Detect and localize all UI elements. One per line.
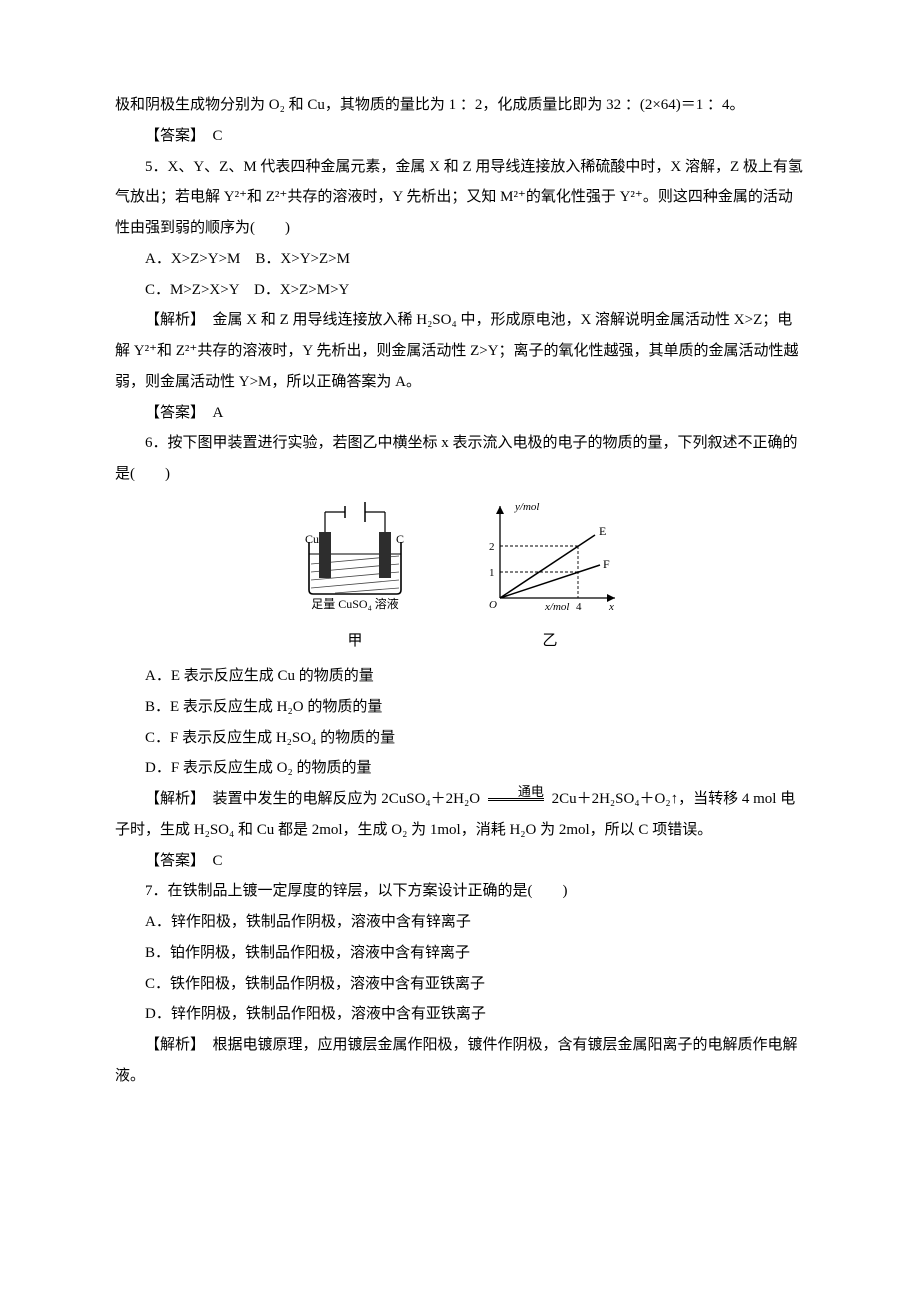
q6-stem: 6．按下图甲装置进行实验，若图乙中横坐标 x 表示流入电极的电子的物质的量，下列… xyxy=(115,428,805,490)
label-O: O xyxy=(489,599,497,611)
q6-figure-left: Cu C 足量 CuSO₄ 溶液 甲 xyxy=(295,498,415,657)
q5-analysis: 【解析】 金属 X 和 Z 用导线连接放入稀 H₂SO₄ 中，形成原电池，X 溶… xyxy=(115,305,805,397)
fig-left-caption: 甲 xyxy=(295,626,415,657)
q5-row-cd: C．M>Z>X>Y D．X>Z>M>Y xyxy=(115,275,805,306)
q6-stem-text: 6．按下图甲装置进行实验，若图乙中横坐标 x 表示流入电极的电子的物质的量，下列… xyxy=(115,435,798,482)
q5-option-d: D．X>Z>M>Y xyxy=(254,282,349,298)
q4-answer: 【答案】 C xyxy=(115,121,805,152)
q6-option-c: C．F 表示反应生成 H₂SO₄ 的物质的量 xyxy=(115,723,805,754)
q7-analysis: 【解析】 根据电镀原理，应用镀层金属作阳极，镀件作阴极，含有镀层金属阳离子的电解… xyxy=(115,1030,805,1092)
q5-option-b: B．X>Y>Z>M xyxy=(255,251,350,267)
q6-figure-right: y/mol x x/mol 4 2 1 E F O 乙 xyxy=(475,498,625,657)
q5-option-c: C．M>Z>X>Y xyxy=(145,282,239,298)
q5-option-a: A．X>Z>Y>M xyxy=(145,251,240,267)
fig-right-caption: 乙 xyxy=(475,626,625,657)
electrolysis-arrow: 通电 xyxy=(488,785,544,814)
label-c: C xyxy=(396,532,404,546)
q6-answer: 【答案】 C xyxy=(115,846,805,877)
tick-4: 4 xyxy=(576,601,582,613)
q6-option-b: B．E 表示反应生成 H₂O 的物质的量 xyxy=(115,692,805,723)
q7-stem: 7．在铁制品上镀一定厚度的锌层，以下方案设计正确的是( ) xyxy=(115,876,805,907)
y-axis-label: y/mol xyxy=(514,501,539,513)
q6-option-a: A．E 表示反应生成 Cu 的物质的量 xyxy=(115,661,805,692)
q7-option-c: C．铁作阳极，铁制品作阴极，溶液中含有亚铁离子 xyxy=(115,969,805,1000)
q7-option-b: B．铂作阴极，铁制品作阳极，溶液中含有锌离子 xyxy=(115,938,805,969)
q4-continued: 极和阴极生成物分别为 O₂ 和 Cu，其物质的量比为 1 ：2，化成质量比即为 … xyxy=(115,90,805,121)
label-solution: 足量 CuSO₄ 溶液 xyxy=(311,596,399,611)
q7-option-a: A．锌作阳极，铁制品作阴极，溶液中含有锌离子 xyxy=(115,907,805,938)
q5-row-ab: A．X>Z>Y>M B．X>Y>Z>M xyxy=(115,244,805,275)
q6-analysis: 【解析】 装置中发生的电解反应为 2CuSO₄＋2H₂O 通电 2Cu＋2H₂S… xyxy=(115,784,805,846)
label-cu: Cu xyxy=(305,532,319,546)
graph-icon: y/mol x x/mol 4 2 1 E F O xyxy=(475,498,625,613)
q5-stem: 5．X、Y、Z、M 代表四种金属元素，金属 X 和 Z 用导线连接放入稀硫酸中时… xyxy=(115,152,805,244)
tick-1: 1 xyxy=(489,567,495,579)
arrow-top: 通电 xyxy=(488,785,544,799)
q6-option-d: D．F 表示反应生成 O₂ 的物质的量 xyxy=(115,753,805,784)
q7-option-d: D．锌作阴极，铁制品作阳极，溶液中含有亚铁离子 xyxy=(115,999,805,1030)
q5-answer: 【答案】 A xyxy=(115,398,805,429)
label-F: F xyxy=(603,557,610,571)
q6-figure-row: Cu C 足量 CuSO₄ 溶液 甲 xyxy=(115,498,805,657)
q6-analysis-pre: 【解析】 装置中发生的电解反应为 2CuSO₄＋2H₂O xyxy=(145,791,484,807)
x-mol-label: x/mol xyxy=(544,601,569,613)
page: 极和阴极生成物分别为 O₂ 和 Cu，其物质的量比为 1 ：2，化成质量比即为 … xyxy=(0,0,920,1302)
tick-2: 2 xyxy=(489,541,495,553)
label-E: E xyxy=(599,524,606,538)
x-axis-label: x xyxy=(608,601,614,613)
electrolysis-apparatus-icon: Cu C 足量 CuSO₄ 溶液 xyxy=(295,498,415,613)
